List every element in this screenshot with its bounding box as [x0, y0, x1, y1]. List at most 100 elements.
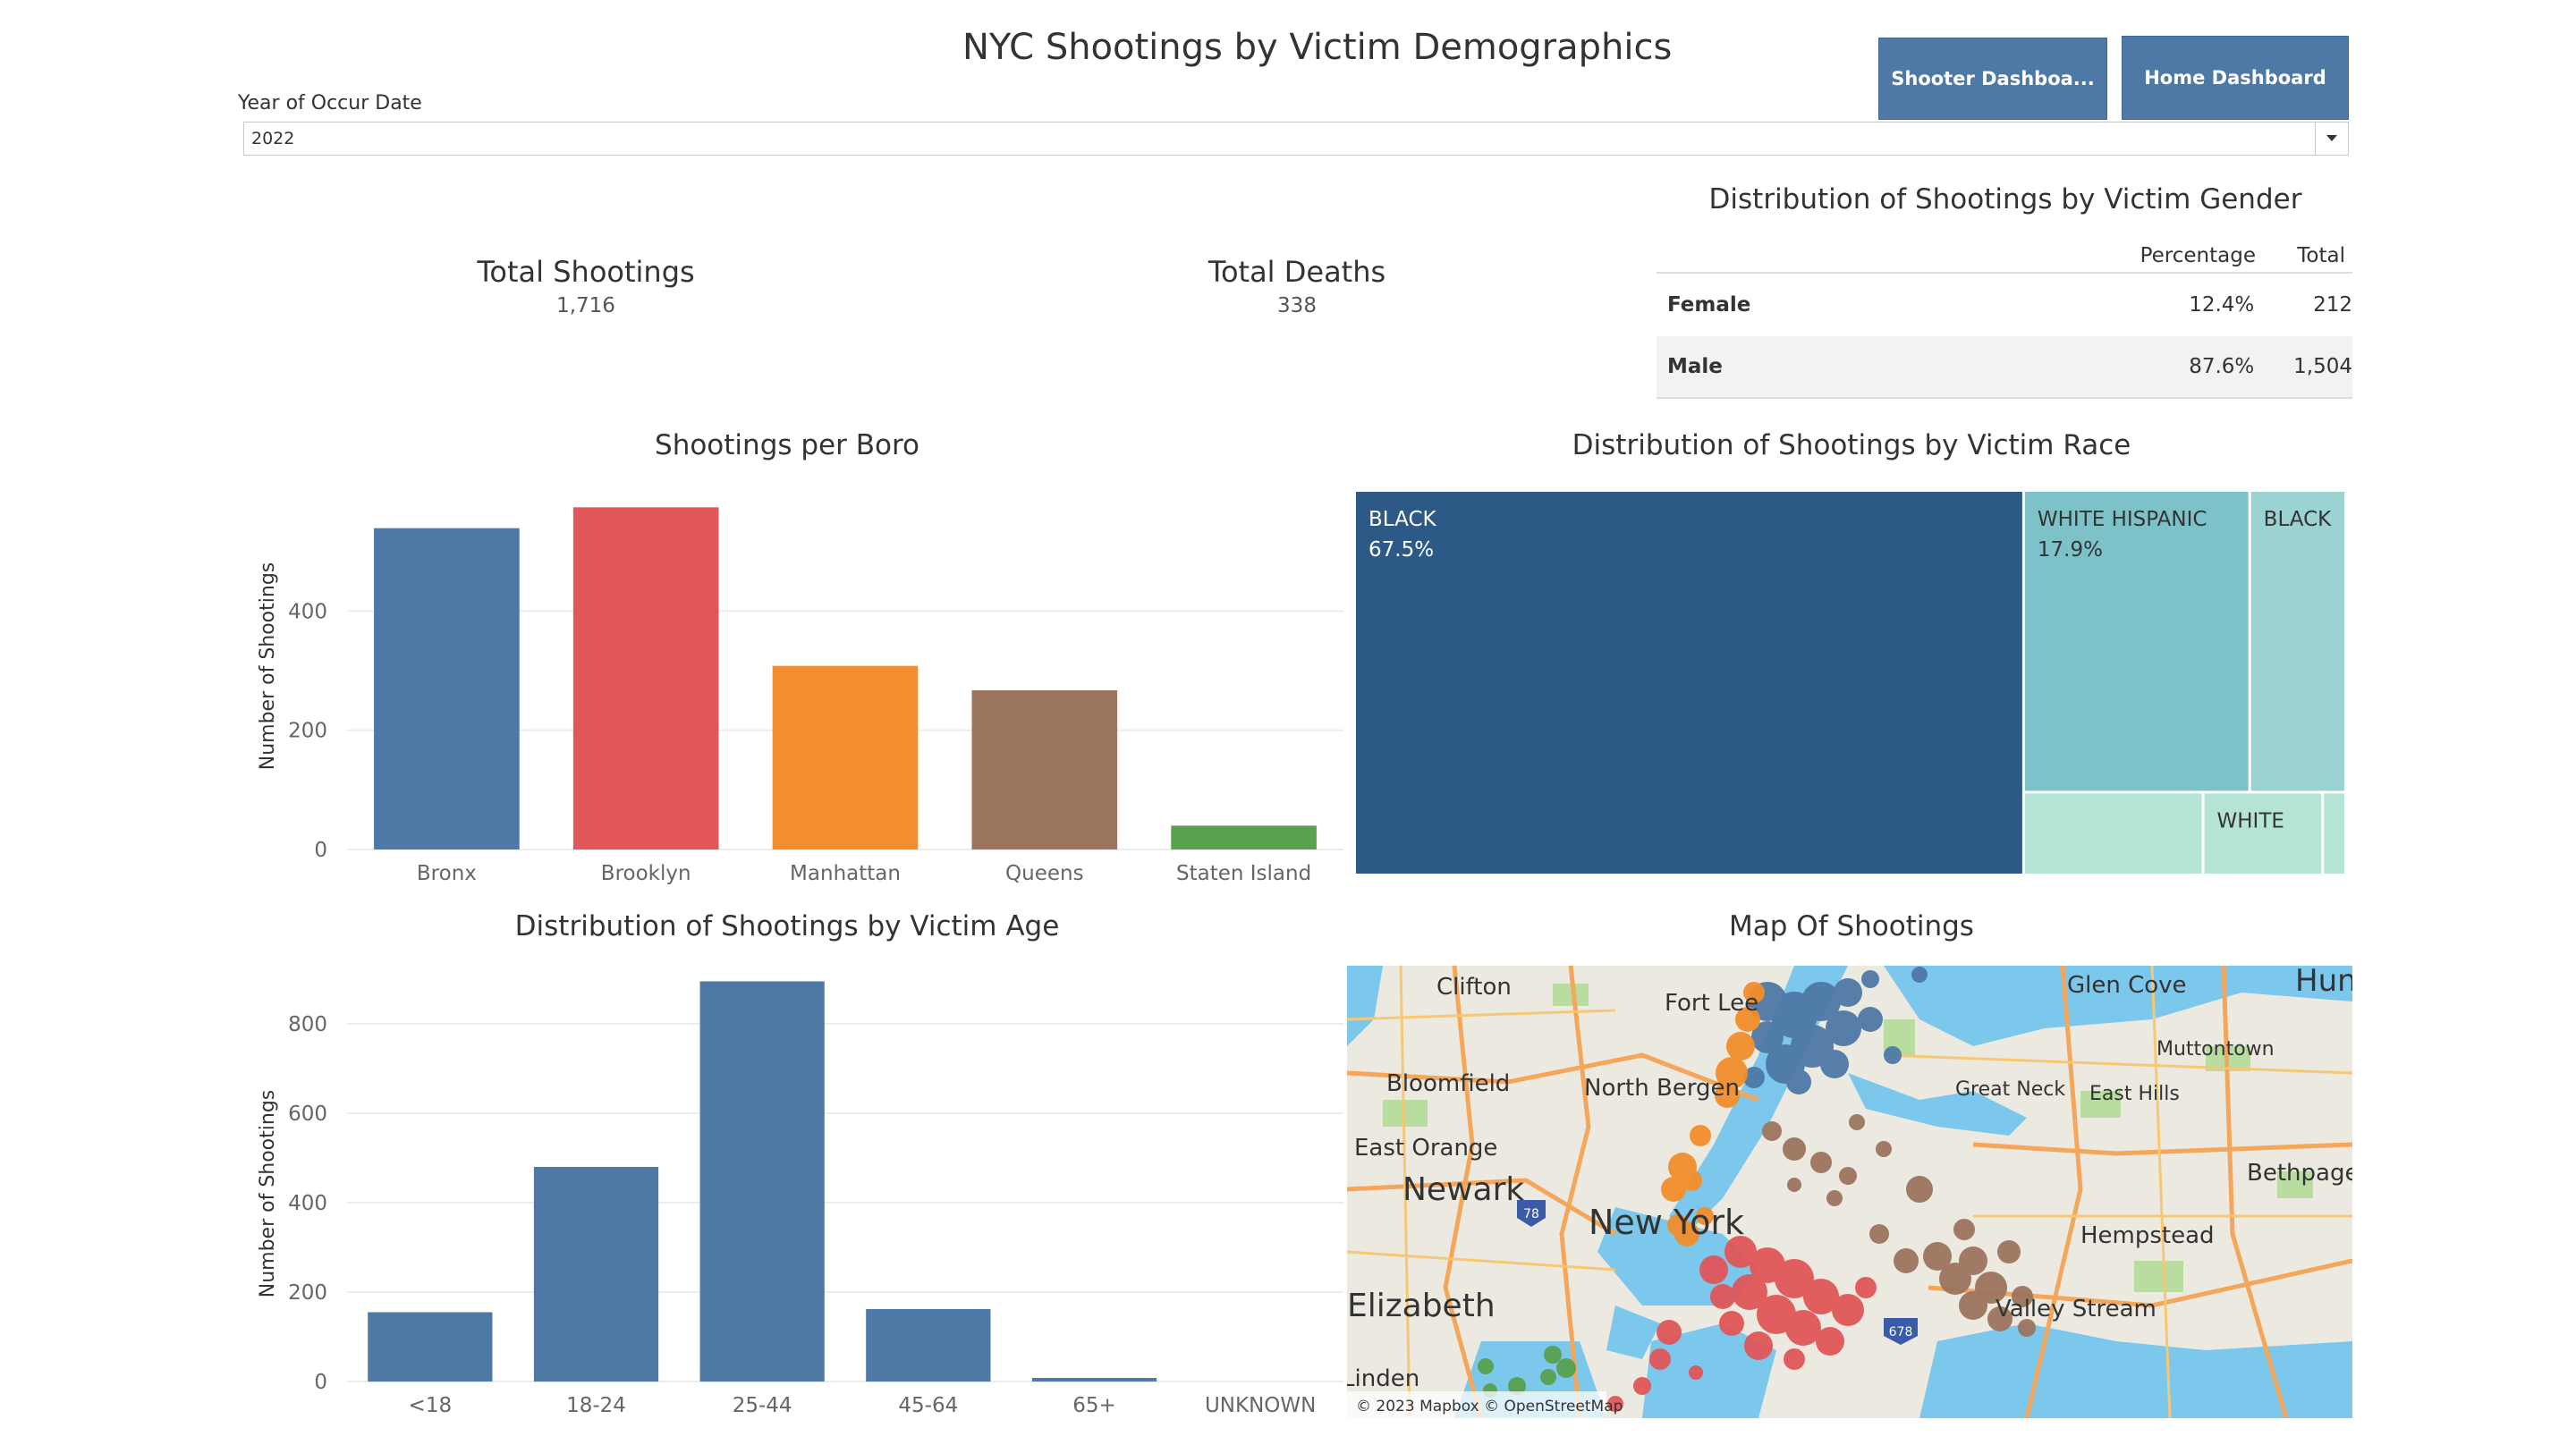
- row-percentage: 12.4%: [2189, 293, 2255, 317]
- treemap-label: BLACK: [1368, 508, 1437, 531]
- kpi-total-deaths: Total Deaths 338: [1118, 255, 1476, 317]
- year-filter-dropdown[interactable]: 2022: [243, 122, 2349, 156]
- map-label: Muttontown: [2157, 1038, 2275, 1061]
- bar[interactable]: [374, 528, 520, 849]
- row-label: Female: [1667, 293, 1751, 317]
- x-tick-label: Bronx: [417, 862, 477, 885]
- y-tick-label: 0: [314, 1371, 327, 1394]
- treemap-tile[interactable]: [2024, 793, 2202, 874]
- boro-chart-title: Shootings per Boro: [655, 429, 919, 461]
- x-tick-label: 18-24: [566, 1394, 626, 1417]
- map-points-queens: [1762, 1114, 2036, 1337]
- map-label: Elizabeth: [1347, 1288, 1496, 1324]
- treemap-tile[interactable]: [1356, 492, 2022, 874]
- map-points-manhattan: [1661, 982, 1765, 1246]
- treemap-percent: 17.9%: [2038, 538, 2103, 562]
- race-treemap: BLACK 67.5% WHITE HISPANIC 17.9% BLACK WHITE: [1356, 492, 2344, 874]
- kpi-total-shootings: Total Shootings 1,716: [407, 255, 765, 317]
- bar[interactable]: [1171, 825, 1317, 849]
- boro-bar-chart: Number of Shootings 0 200 400 Bronx Brookly…: [257, 507, 1343, 885]
- row-label: Male: [1667, 355, 1723, 378]
- y-tick-label: 0: [314, 839, 327, 862]
- gender-table-title: Distribution of Shootings by Victim Gend…: [1708, 183, 2302, 215]
- table-row: Female 12.4% 212: [1657, 274, 2352, 336]
- map-label: Clifton: [1436, 974, 1512, 1001]
- map-attribution-bg: [1347, 1391, 1606, 1418]
- total-deaths-label: Total Deaths: [1208, 255, 1386, 289]
- x-tick-label: Manhattan: [790, 862, 901, 885]
- interstate-shield-icon: 78: [1517, 1200, 1546, 1227]
- svg-text:678: 678: [1889, 1325, 1913, 1339]
- total-deaths-value: 338: [1277, 294, 1317, 317]
- y-tick-label: 800: [288, 1013, 327, 1036]
- total-shootings-value: 1,716: [556, 294, 615, 317]
- gender-table: Percentage Total Female 12.4% 212 Male 8…: [1657, 240, 2352, 399]
- bar[interactable]: [533, 1167, 659, 1382]
- bar[interactable]: [572, 507, 719, 849]
- map-label: Hempstead: [2080, 1222, 2215, 1249]
- map-label: East Orange: [1354, 1135, 1497, 1162]
- map-title: Map Of Shootings: [1729, 910, 1974, 942]
- shooter-dashboard-button[interactable]: Shooter Dashboa...: [1878, 38, 2107, 120]
- map-points-brooklyn: [1607, 1236, 1877, 1412]
- map-roads-minor: [1347, 966, 2352, 1418]
- map-label: Fort Lee: [1665, 990, 1758, 1017]
- page-title: NYC Shootings by Victim Demographics: [962, 27, 1673, 68]
- map-label: North Bergen: [1584, 1075, 1740, 1102]
- age-y-axis-label: Number of Shootings: [257, 1090, 279, 1298]
- total-shootings-label: Total Shootings: [477, 255, 695, 289]
- map-label: Great Neck: [1955, 1078, 2065, 1101]
- treemap-label: WHITE HISPANIC: [2038, 508, 2207, 531]
- bar[interactable]: [971, 690, 1118, 849]
- bar[interactable]: [866, 1309, 991, 1382]
- row-percentage: 87.6%: [2189, 355, 2255, 378]
- table-row: Male 87.6% 1,504: [1657, 336, 2352, 399]
- bar[interactable]: [368, 1312, 493, 1382]
- boro-y-axis-label: Number of Shootings: [257, 562, 279, 771]
- svg-text:78: 78: [1523, 1207, 1539, 1221]
- x-tick-label: Brooklyn: [601, 862, 691, 885]
- treemap-tile[interactable]: [2324, 793, 2344, 874]
- shootings-map[interactable]: Clifton Fort Lee Glen Cove Hun Muttontow…: [1347, 966, 2352, 1418]
- x-tick-label: <18: [409, 1394, 453, 1417]
- y-tick-label: 200: [288, 720, 327, 743]
- map-label: New York: [1589, 1203, 1744, 1242]
- x-tick-label: Queens: [1005, 862, 1084, 885]
- treemap-label: WHITE: [2217, 809, 2284, 832]
- map-label: Bloomfield: [1386, 1070, 1510, 1097]
- treemap-tile[interactable]: [2250, 492, 2344, 791]
- map-attribution[interactable]: © 2023 Mapbox © OpenStreetMap: [1356, 1398, 1623, 1415]
- col-total-header: Total: [2297, 244, 2345, 267]
- map-label: Valley Stream: [1996, 1296, 2157, 1322]
- map-label: Bethpage: [2247, 1160, 2352, 1187]
- row-total: 212: [2313, 293, 2353, 317]
- year-filter-label: Year of Occur Date: [238, 92, 422, 114]
- bar[interactable]: [699, 981, 825, 1382]
- treemap-label: BLACK: [2264, 508, 2333, 531]
- interstate-shield-icon: 678: [1884, 1318, 1918, 1345]
- bar[interactable]: [1031, 1378, 1157, 1382]
- map-points-bronx: [1743, 967, 1928, 1094]
- chevron-down-icon[interactable]: [2315, 123, 2348, 155]
- bar[interactable]: [772, 665, 919, 849]
- age-bar-chart: Number of Shootings 0 200 400 600 800 <18 18-…: [257, 981, 1343, 1417]
- y-tick-label: 400: [288, 1192, 327, 1215]
- x-tick-label: UNKNOWN: [1205, 1394, 1316, 1417]
- home-dashboard-button[interactable]: Home Dashboard: [2122, 36, 2349, 120]
- map-roads: [1347, 966, 2352, 1418]
- age-chart-title: Distribution of Shootings by Victim Age: [514, 910, 1060, 942]
- treemap-tile[interactable]: [2024, 492, 2249, 791]
- y-tick-label: 600: [288, 1103, 327, 1126]
- race-chart-title: Distribution of Shootings by Victim Race: [1572, 429, 2131, 461]
- map-label: Linden: [1347, 1365, 1419, 1392]
- col-percentage-header: Percentage: [2140, 244, 2256, 267]
- treemap-tile[interactable]: [2204, 793, 2322, 874]
- x-tick-label: 45-64: [898, 1394, 958, 1417]
- map-label: Glen Cove: [2067, 972, 2187, 999]
- y-tick-label: 200: [288, 1281, 327, 1305]
- year-filter-value: 2022: [251, 129, 295, 148]
- x-tick-label: 25-44: [733, 1394, 792, 1417]
- row-total: 1,504: [2293, 355, 2353, 378]
- map-label: Newark: [1402, 1171, 1524, 1208]
- x-tick-label: Staten Island: [1176, 862, 1311, 885]
